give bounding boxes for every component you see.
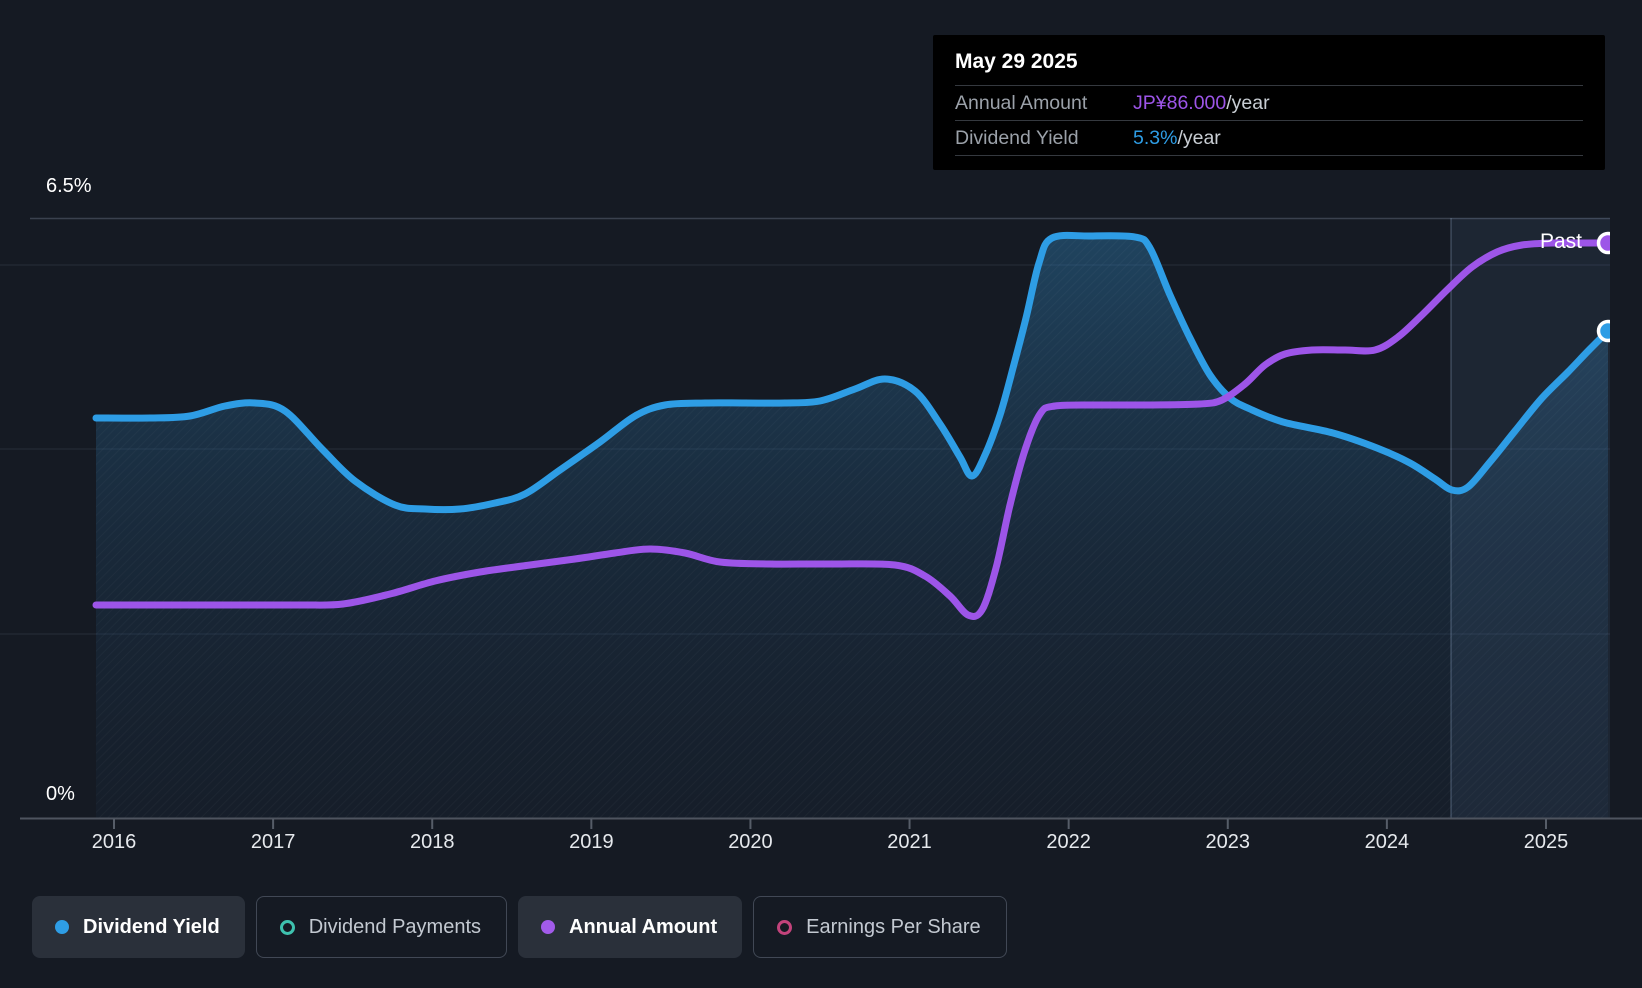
tooltip-value-dividend-yield: 5.3%: [1133, 127, 1178, 149]
legend-item-earnings-per-share[interactable]: Earnings Per Share: [753, 896, 1007, 958]
x-axis-label-2023: 2023: [1205, 831, 1251, 853]
x-axis-label-2018: 2018: [409, 831, 455, 853]
x-axis-ticks: [113, 819, 1547, 829]
tooltip-date: May 29 2025: [955, 35, 1583, 86]
tooltip-suffix-annual-amount: /year: [1226, 92, 1270, 114]
recent-period-band: [1451, 218, 1610, 818]
legend: Dividend Yield Dividend Payments Annual Am…: [32, 896, 1007, 958]
area-hatch-texture: [96, 235, 1608, 818]
dividend-payments-ring-icon: [279, 919, 295, 935]
dividend-yield-endpoint-dot[interactable]: [1596, 319, 1618, 343]
x-axis-label-2025: 2025: [1523, 831, 1569, 853]
y-axis-min-label: 0%: [46, 783, 75, 805]
x-axis-label-2022: 2022: [1046, 831, 1091, 853]
x-axis: 2016 2017 2018 2019 2020 2021 2022 2023 2024 2025: [0, 831, 1642, 863]
dividend-yield-dot-icon: [55, 920, 69, 934]
legend-item-annual-amount[interactable]: Annual Amount: [518, 896, 743, 958]
x-axis-label-2019: 2019: [569, 831, 614, 853]
tooltip-row-annual-amount: Annual Amount JP¥86.000/year: [955, 86, 1583, 121]
chart-plot[interactable]: [0, 0, 1642, 875]
x-axis-label-2021: 2021: [887, 831, 932, 853]
y-axis-max-label: 6.5%: [46, 175, 92, 197]
tooltip-label-dividend-yield: Dividend Yield: [955, 127, 1079, 149]
legend-label: Earnings Per Share: [806, 915, 981, 938]
legend-label: Dividend Yield: [83, 915, 220, 938]
legend-label: Dividend Payments: [308, 915, 482, 938]
x-axis-label-2024: 2024: [1364, 831, 1410, 853]
annual-amount-line[interactable]: [92, 239, 1610, 620]
dividend-yield-line[interactable]: [92, 231, 1610, 514]
legend-item-dividend-payments[interactable]: Dividend Payments: [255, 896, 508, 958]
tooltip-value-annual-amount: JP¥86.000: [1133, 92, 1227, 114]
x-axis-label-2017: 2017: [250, 831, 296, 853]
legend-label: Annual Amount: [569, 915, 718, 938]
x-axis-label-2016: 2016: [91, 831, 137, 853]
x-axis-label-2020: 2020: [728, 831, 773, 853]
legend-item-dividend-yield[interactable]: Dividend Yield: [32, 896, 245, 958]
chart-tooltip: May 29 2025 Annual Amount JP¥86.000/year …: [933, 35, 1605, 170]
tooltip-row-dividend-yield: Dividend Yield 5.3%/year: [955, 121, 1583, 156]
past-label: Past: [1540, 230, 1583, 253]
tooltip-suffix-dividend-yield: /year: [1177, 127, 1221, 149]
annual-amount-dot-icon: [541, 920, 556, 934]
tooltip-label-annual-amount: Annual Amount: [955, 92, 1088, 114]
annual-amount-endpoint-dot[interactable]: [1596, 231, 1618, 255]
earnings-per-share-ring-icon: [777, 919, 793, 935]
